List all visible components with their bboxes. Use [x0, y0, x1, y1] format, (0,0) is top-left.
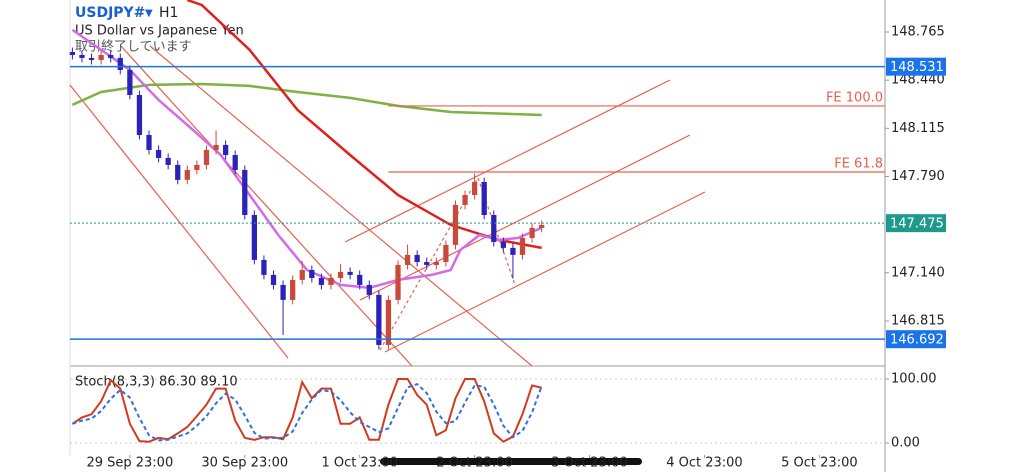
- fe-label: FE 100.0: [826, 90, 883, 105]
- candle-body: [481, 181, 487, 216]
- candle-body: [280, 284, 286, 300]
- candle-body: [203, 149, 210, 165]
- stoch-title: Stoch(8,3,3) 86.30 89.10: [75, 375, 238, 390]
- price-label: 147.475: [890, 217, 944, 232]
- candle-body: [491, 215, 497, 242]
- candle-body: [366, 284, 372, 295]
- candle-body: [261, 259, 267, 275]
- candle-body: [385, 299, 392, 345]
- price-label-box: [886, 57, 946, 76]
- price-label: 148.531: [890, 60, 944, 75]
- candle-body: [309, 269, 315, 278]
- y-tick-label: 148.765: [891, 25, 945, 40]
- symbol[interactable]: USDJPY#: [75, 5, 145, 21]
- candle-body: [510, 247, 516, 255]
- candle-body: [337, 271, 344, 278]
- y-tick-label: 147.790: [891, 169, 945, 184]
- candle-body: [500, 241, 506, 248]
- channel-line: [359, 134, 691, 301]
- y-tick-label: 148.115: [891, 121, 945, 136]
- price-label: 146.692: [890, 333, 944, 348]
- x-tick-label: 5 Oct 23:00: [781, 456, 857, 471]
- scroll-bar[interactable]: [380, 458, 642, 465]
- x-tick-label: 3 Oct 23:00: [551, 456, 627, 471]
- channel-line: [149, 45, 533, 367]
- candle-body: [318, 277, 325, 285]
- drawings: [69, 44, 706, 367]
- candle-body: [376, 294, 382, 345]
- candle-body: [433, 261, 439, 265]
- y-tick-label: 146.815: [891, 313, 945, 328]
- channel-line: [119, 44, 413, 367]
- candle-body: [98, 54, 104, 61]
- price-label-box: [886, 214, 946, 233]
- y-tick-label: 0.00: [891, 435, 920, 450]
- x-tick-label: 1 Oct 23:00: [321, 456, 397, 471]
- candle-body: [194, 164, 200, 170]
- candle-body: [443, 244, 449, 262]
- candle-body: [347, 271, 353, 275]
- candle-body: [328, 277, 334, 285]
- candle-body: [471, 181, 478, 196]
- x-tick-label: 2 Oct 23:00: [436, 456, 512, 471]
- candle-body: [184, 169, 190, 180]
- candle-body: [165, 157, 171, 165]
- candle-body: [136, 94, 143, 135]
- stoch-line: [71, 378, 542, 443]
- y-tick-label: 100.00: [891, 371, 937, 386]
- candle-body: [127, 69, 133, 95]
- candle-body: [108, 54, 114, 58]
- candle-body: [213, 144, 219, 150]
- candle-body: [155, 149, 162, 158]
- candle-body: [270, 274, 277, 285]
- candle-body: [290, 279, 296, 300]
- candle-body: [242, 169, 248, 216]
- x-tick-label: 4 Oct 23:00: [666, 456, 742, 471]
- timeframe[interactable]: H1: [159, 5, 178, 21]
- candle-body: [232, 154, 238, 170]
- candle-body: [357, 274, 363, 285]
- candle-body: [462, 195, 468, 205]
- x-tick-label: 29 Sep 23:00: [86, 456, 173, 471]
- moving-average: [71, 28, 543, 290]
- candle-body: [452, 204, 459, 245]
- x-tick-label: 30 Sep 23:00: [201, 456, 288, 471]
- y-tick-label: 148.440: [891, 73, 945, 88]
- symbol-marker[interactable]: ▼: [145, 8, 153, 19]
- candle-body: [539, 224, 545, 228]
- candle-body: [175, 164, 181, 180]
- candle-body: [117, 57, 123, 70]
- candle-body: [395, 264, 401, 300]
- price-label-box: [886, 330, 946, 349]
- candle-body: [222, 144, 229, 155]
- y-tick-label: 147.140: [891, 265, 945, 280]
- candle-body: [404, 254, 411, 265]
- channel-line: [384, 191, 706, 353]
- candle-body: [69, 52, 76, 55]
- status: 取引終了しています: [75, 39, 192, 55]
- candle-body: [299, 269, 305, 280]
- candle-body: [251, 215, 257, 260]
- candle-body: [79, 54, 85, 58]
- fe-label: FE 61.8: [834, 157, 883, 172]
- candle-body: [146, 134, 152, 150]
- candle-body: [88, 57, 95, 61]
- channel-line: [69, 84, 289, 359]
- candle-body: [519, 237, 526, 255]
- stoch-line: [72, 382, 543, 442]
- subtitle: US Dollar vs Japanese Yen: [75, 24, 244, 39]
- candle-body: [529, 227, 535, 238]
- candle-body: [414, 254, 420, 262]
- moving-average: [71, 82, 542, 117]
- channel-line: [344, 79, 671, 243]
- candle-body: [424, 261, 430, 265]
